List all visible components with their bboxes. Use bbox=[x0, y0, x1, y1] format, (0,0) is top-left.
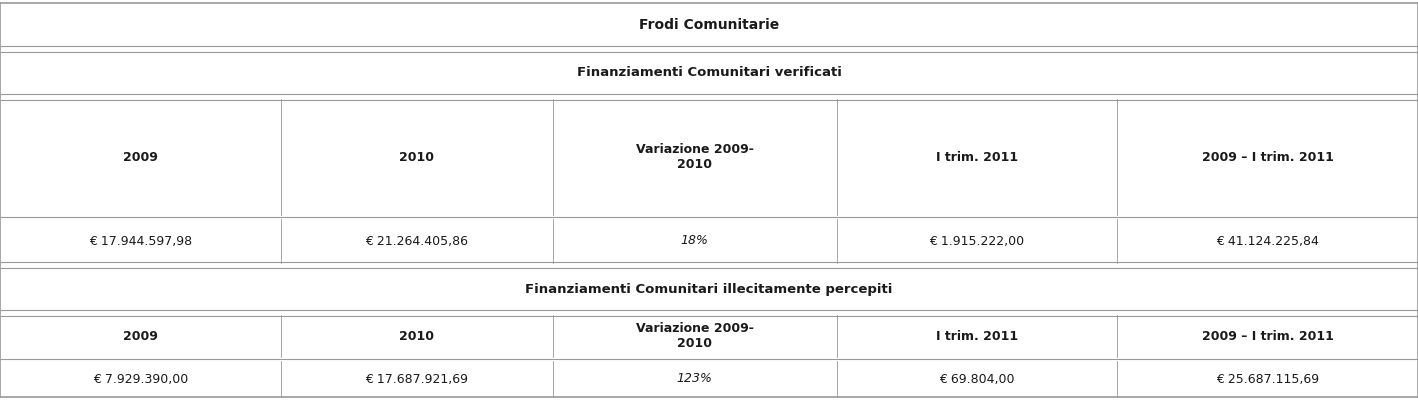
Text: 123%: 123% bbox=[676, 373, 713, 385]
Text: 18%: 18% bbox=[681, 235, 709, 247]
Text: € 17.687.921,69: € 17.687.921,69 bbox=[366, 373, 468, 385]
Text: 2010: 2010 bbox=[400, 150, 434, 164]
Text: 2009: 2009 bbox=[123, 150, 157, 164]
Text: € 69.804,00: € 69.804,00 bbox=[939, 373, 1015, 385]
Text: Variazione 2009-
2010: Variazione 2009- 2010 bbox=[635, 143, 754, 171]
Text: € 17.944.597,98: € 17.944.597,98 bbox=[89, 235, 191, 247]
Text: 2009: 2009 bbox=[123, 330, 157, 342]
Text: Finanziamenti Comunitari illecitamente percepiti: Finanziamenti Comunitari illecitamente p… bbox=[525, 282, 893, 296]
Text: 2009 – I trim. 2011: 2009 – I trim. 2011 bbox=[1201, 150, 1334, 164]
Text: € 1.915.222,00: € 1.915.222,00 bbox=[929, 235, 1025, 247]
Text: 2010: 2010 bbox=[400, 330, 434, 342]
Text: € 7.929.390,00: € 7.929.390,00 bbox=[92, 373, 189, 385]
Text: Frodi Comunitarie: Frodi Comunitarie bbox=[640, 18, 778, 32]
Text: I trim. 2011: I trim. 2011 bbox=[936, 150, 1018, 164]
Text: Finanziamenti Comunitari verificati: Finanziamenti Comunitari verificati bbox=[577, 67, 841, 79]
Text: € 21.264.405,86: € 21.264.405,86 bbox=[366, 235, 468, 247]
Text: € 25.687.115,69: € 25.687.115,69 bbox=[1217, 373, 1319, 385]
Text: I trim. 2011: I trim. 2011 bbox=[936, 330, 1018, 342]
Text: Variazione 2009-
2010: Variazione 2009- 2010 bbox=[635, 322, 754, 350]
Text: 2009 – I trim. 2011: 2009 – I trim. 2011 bbox=[1201, 330, 1334, 342]
Text: € 41.124.225,84: € 41.124.225,84 bbox=[1217, 235, 1319, 247]
